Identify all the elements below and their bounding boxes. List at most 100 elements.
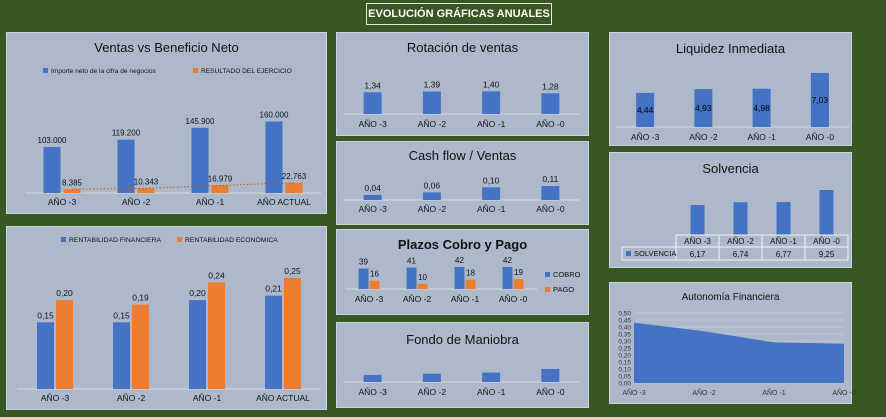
data-label: 39 bbox=[359, 258, 368, 267]
bar bbox=[117, 139, 135, 193]
legend-swatch bbox=[61, 237, 66, 242]
data-label: 41 bbox=[407, 257, 416, 266]
bar bbox=[363, 374, 382, 382]
bar bbox=[454, 267, 465, 289]
bar bbox=[363, 92, 382, 114]
bar bbox=[513, 279, 524, 289]
rotacion-chart: AÑO -3 1,34 AÑO -2 1,39 AÑO -1 1,40 AÑO -0 1,28 bbox=[343, 79, 580, 129]
bar bbox=[132, 304, 149, 389]
x-tick-label: AÑO -0 bbox=[832, 388, 855, 397]
chart-panel-solvencia: Solvencia AÑO -3 6,17 AÑO -2 6,74 AÑO -1 6,77… bbox=[609, 152, 852, 268]
x-tick-label: AÑO -2 bbox=[117, 393, 146, 403]
data-label: 1,28 bbox=[542, 81, 559, 91]
bar bbox=[406, 267, 417, 289]
x-tick-label: AÑO -2 bbox=[727, 237, 754, 246]
bar bbox=[733, 202, 748, 235]
x-tick-label: AÑO -0 bbox=[813, 237, 840, 246]
bar bbox=[43, 146, 61, 193]
y-tick-label: 0,50 bbox=[618, 311, 631, 318]
chart-title: Fondo de Maniobra bbox=[406, 332, 519, 347]
x-tick-label: AÑO -3 bbox=[684, 237, 711, 246]
bar bbox=[56, 300, 73, 389]
bar bbox=[211, 185, 229, 193]
bar bbox=[208, 282, 225, 389]
bar bbox=[482, 187, 501, 200]
bar bbox=[265, 295, 282, 389]
data-label: 4,93 bbox=[695, 103, 712, 113]
x-tick-label: AÑO -1 bbox=[477, 204, 506, 214]
bar bbox=[541, 369, 560, 382]
data-table-value: 6,74 bbox=[733, 250, 749, 259]
x-tick-label: AÑO -2 bbox=[689, 132, 718, 142]
bar bbox=[690, 204, 705, 235]
x-tick-label: AÑO -3 bbox=[358, 204, 387, 214]
x-tick-label: AÑO -2 bbox=[418, 119, 447, 129]
y-tick-label: 0,40 bbox=[618, 325, 631, 332]
y-tick-label: 0,35 bbox=[618, 332, 631, 339]
y-tick-label: 0,15 bbox=[618, 360, 631, 367]
data-label: 18 bbox=[466, 269, 475, 278]
x-tick-label: AÑO -3 bbox=[358, 387, 387, 397]
x-tick-label: AÑO -3 bbox=[358, 119, 387, 129]
data-label: 16.979 bbox=[208, 174, 233, 183]
bar bbox=[369, 280, 380, 289]
data-label: 1,34 bbox=[364, 80, 381, 90]
bar bbox=[137, 188, 155, 193]
data-label: 8.385 bbox=[62, 178, 83, 187]
legend-label: RESULTADO DEL EJERCICIO bbox=[201, 68, 292, 75]
bar bbox=[694, 89, 713, 127]
bar bbox=[482, 91, 501, 114]
bar bbox=[502, 267, 513, 289]
bar bbox=[113, 322, 130, 389]
chart-title: Solvencia bbox=[702, 161, 759, 176]
legend-swatch bbox=[177, 237, 182, 242]
y-tick-label: 0,25 bbox=[618, 346, 631, 353]
chart-title: Liquidez Inmediata bbox=[675, 41, 786, 56]
legend-label: SOLVENCIA bbox=[634, 249, 676, 258]
legend-swatch bbox=[545, 272, 550, 277]
bar bbox=[541, 93, 560, 114]
y-tick-label: 0,20 bbox=[618, 353, 631, 360]
x-tick-label: AÑO -3 bbox=[48, 197, 77, 207]
bar bbox=[422, 373, 441, 382]
bar bbox=[541, 186, 560, 200]
chart-panel-ventas: Ventas vs Beneficio Neto AÑO -3 103.000 8.… bbox=[6, 32, 327, 214]
y-tick-label: 0,00 bbox=[618, 381, 631, 388]
legend-label: RENTABILIDAD ECONÓMICA bbox=[185, 235, 278, 244]
bar bbox=[358, 268, 369, 289]
data-label: 10 bbox=[418, 273, 427, 282]
data-label: 19 bbox=[514, 268, 523, 277]
x-tick-label: AÑO -2 bbox=[692, 388, 715, 397]
bar bbox=[285, 182, 303, 193]
data-label: 103.000 bbox=[38, 136, 67, 145]
chart-title: Ventas vs Beneficio Neto bbox=[94, 40, 239, 55]
chart-panel-fondo: Fondo de Maniobra AÑO -3 AÑO -2 AÑO -1 AÑO … bbox=[336, 322, 589, 408]
bar bbox=[284, 277, 301, 389]
data-label: 0,06 bbox=[424, 180, 441, 190]
data-label: 1,40 bbox=[483, 79, 500, 89]
data-table-value: 6,77 bbox=[776, 250, 792, 259]
data-label: 119.200 bbox=[112, 129, 141, 138]
x-tick-label: AÑO -2 bbox=[122, 197, 151, 207]
bar bbox=[482, 372, 501, 382]
x-tick-label: AÑO ACTUAL bbox=[256, 393, 310, 403]
solvencia-chart: AÑO -3 6,17 AÑO -2 6,74 AÑO -1 6,77 AÑO -0 9,25… bbox=[621, 190, 849, 261]
data-table-value: 9,25 bbox=[819, 250, 835, 259]
ventas-chart: AÑO -3 103.000 8.385 AÑO -2 119.200 10.343 AÑO… bbox=[25, 68, 321, 207]
bar bbox=[189, 300, 206, 389]
legend-swatch bbox=[43, 68, 48, 73]
x-tick-label: AÑO -1 bbox=[477, 387, 506, 397]
x-tick-label: AÑO -1 bbox=[747, 132, 776, 142]
data-label: 16 bbox=[370, 270, 379, 279]
chart-panel-cashflow: Cash flow / Ventas AÑO -3 0,04 AÑO -2 0,06 A… bbox=[336, 141, 589, 225]
data-label: 0,20 bbox=[189, 288, 206, 298]
legend-swatch bbox=[193, 68, 198, 73]
x-tick-label: AÑO -0 bbox=[806, 132, 835, 142]
chart-panel-plazos: Plazos Cobro y Pago AÑO -3 39 16 AÑO -2 41 10… bbox=[336, 229, 589, 315]
data-label: 10.343 bbox=[134, 177, 159, 186]
chart-title: Rotación de ventas bbox=[406, 40, 519, 55]
bar bbox=[363, 194, 382, 200]
chart-title: Cash flow / Ventas bbox=[408, 148, 517, 163]
x-tick-label: AÑO -1 bbox=[196, 197, 225, 207]
